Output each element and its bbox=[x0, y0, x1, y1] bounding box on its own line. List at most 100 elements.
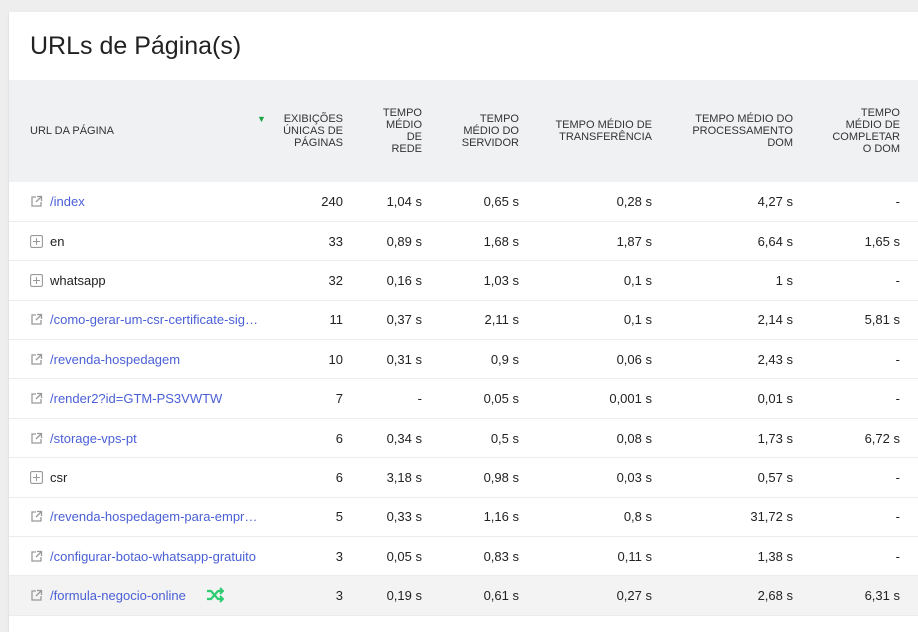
column-header-6[interactable]: TEMPO MÉDIO DO PROCESSAMENTO DOM bbox=[652, 80, 793, 182]
row-spacer bbox=[900, 300, 918, 339]
server-cell: 0,9 s bbox=[490, 351, 519, 367]
table-row[interactable]: /revenda-hospedagem-para-empr… 5 0,33 s 1,1… bbox=[9, 497, 918, 537]
dom_proc-cell: 1,38 s bbox=[757, 548, 793, 564]
column-header-2[interactable]: ▼ EXIBIÇÕES ÚNICAS DE PÁGINAS bbox=[257, 80, 343, 182]
shuffle-icon[interactable] bbox=[206, 587, 225, 606]
net-cell: 0,37 s bbox=[386, 312, 422, 328]
transfer-cell: 1,87 s bbox=[616, 233, 652, 249]
column-header-7[interactable]: TEMPO MÉDIO DE COMPLETAR O DOM bbox=[793, 80, 900, 182]
transfer-cell: 0,28 s bbox=[616, 193, 652, 209]
external-link-icon[interactable] bbox=[30, 510, 43, 523]
page-url-link[interactable]: /storage-vps-pt bbox=[50, 430, 137, 446]
server-cell: 0,83 s bbox=[483, 548, 519, 564]
views-cell: 7 bbox=[335, 391, 343, 407]
folder-label[interactable]: whatsapp bbox=[50, 272, 106, 288]
expand-plus-icon[interactable] bbox=[30, 470, 43, 484]
server-cell: 2,11 s bbox=[484, 312, 519, 328]
table-row[interactable]: /revenda-hospedagem 10 0,31 s 0,9 s 0,06 s 2,… bbox=[9, 340, 918, 379]
url-cell: /render2?id=GTM-PS3VWTW bbox=[9, 379, 269, 418]
views-cell: 3 bbox=[335, 548, 343, 564]
folder-label[interactable]: csr bbox=[50, 469, 68, 485]
external-link-icon[interactable] bbox=[30, 550, 43, 563]
expand-plus-icon[interactable] bbox=[30, 234, 43, 248]
column-label: TEMPO MÉDIO DE COMPLETAR O DOM bbox=[832, 107, 900, 155]
net-cell: 0,31 s bbox=[386, 351, 422, 367]
page-url-link[interactable]: /como-gerar-um-csr-certificate-sig… bbox=[50, 312, 259, 328]
dom_proc-cell: 0,01 s bbox=[757, 391, 793, 407]
column-label: TEMPO MÉDIO DE TRANSFERÊNCIA bbox=[555, 119, 652, 143]
url-cell: whatsapp bbox=[9, 261, 269, 300]
transfer-cell: 0,27 s bbox=[616, 588, 652, 604]
table-row[interactable]: /index 240 1,04 s 0,65 s 0,28 s 4,27 s - bbox=[9, 182, 918, 222]
report-table: URL DA PÁGINA ▼ EXIBIÇÕES ÚNICAS DE PÁGINA… bbox=[9, 80, 918, 616]
table-row[interactable]: /configurar-botao-whatsapp-gratuito 3 0,05… bbox=[9, 537, 918, 576]
views-cell: 3 bbox=[335, 588, 343, 604]
dom_complete-cell: 1,65 s bbox=[864, 233, 900, 249]
column-label: URL DA PÁGINA bbox=[30, 125, 114, 137]
page-title: URLs de Página(s) bbox=[30, 32, 242, 60]
column-header-1[interactable]: URL DA PÁGINA bbox=[9, 80, 269, 182]
dom_complete-cell: - bbox=[895, 193, 900, 209]
table-row[interactable]: csr 6 3,18 s 0,98 s 0,03 s 0,57 s - bbox=[9, 458, 918, 498]
row-spacer bbox=[900, 340, 918, 379]
url-cell: /index bbox=[9, 182, 269, 221]
dom_complete-cell: - bbox=[895, 351, 900, 367]
net-cell: 3,18 s bbox=[386, 469, 422, 485]
transfer-cell: 0,08 s bbox=[616, 430, 652, 446]
views-cell: 6 bbox=[335, 430, 343, 446]
table-row[interactable]: en 33 0,89 s 1,68 s 1,87 s 6,64 s 1,65 s bbox=[9, 221, 918, 261]
table-row[interactable]: /storage-vps-pt 6 0,34 s 0,5 s 0,08 s 1,73 s 6… bbox=[9, 418, 918, 458]
table-row[interactable]: /como-gerar-um-csr-certificate-sig… 11 0,3… bbox=[9, 300, 918, 340]
views-cell: 32 bbox=[328, 272, 343, 288]
page-url-link[interactable]: /configurar-botao-whatsapp-gratuito bbox=[50, 548, 256, 564]
row-spacer bbox=[900, 261, 918, 300]
transfer-cell: 0,06 s bbox=[616, 351, 652, 367]
server-cell: 1,03 s bbox=[483, 272, 519, 288]
page-url-link[interactable]: /index bbox=[50, 193, 85, 209]
dom_complete-cell: 6,72 s bbox=[864, 430, 900, 446]
dom_complete-cell: - bbox=[895, 469, 900, 485]
external-link-icon[interactable] bbox=[30, 353, 43, 366]
url-cell: /configurar-botao-whatsapp-gratuito bbox=[9, 537, 269, 576]
external-link-icon[interactable] bbox=[30, 589, 43, 602]
expand-plus-icon[interactable] bbox=[30, 274, 43, 287]
row-spacer bbox=[900, 458, 918, 497]
dom_proc-cell: 2,43 s bbox=[757, 351, 793, 367]
dom_proc-cell: 1,73 s bbox=[757, 430, 793, 446]
external-link-icon[interactable] bbox=[30, 195, 43, 208]
page-url-link[interactable]: /revenda-hospedagem-para-empr… bbox=[50, 509, 258, 525]
server-cell: 0,5 s bbox=[490, 430, 519, 446]
transfer-cell: 0,1 s bbox=[623, 272, 652, 288]
sort-desc-icon: ▼ bbox=[257, 114, 266, 124]
column-header-4[interactable]: TEMPO MÉDIO DO SERVIDOR bbox=[422, 80, 519, 182]
views-cell: 5 bbox=[335, 509, 343, 525]
net-cell: 0,16 s bbox=[386, 272, 422, 288]
page-url-link[interactable]: /render2?id=GTM-PS3VWTW bbox=[50, 391, 223, 407]
folder-label[interactable]: en bbox=[50, 233, 65, 249]
column-label: EXIBIÇÕES ÚNICAS DE PÁGINAS bbox=[283, 113, 343, 149]
column-label: TEMPO MÉDIO DE REDE bbox=[382, 107, 422, 155]
net-cell: 0,33 s bbox=[386, 509, 422, 525]
table-row[interactable]: whatsapp 32 0,16 s 1,03 s 0,1 s 1 s - bbox=[9, 261, 918, 301]
transfer-cell: 0,001 s bbox=[609, 391, 652, 407]
dom_complete-cell: - bbox=[895, 548, 900, 564]
url-cell: /formula-negocio-online bbox=[9, 576, 269, 615]
server-cell: 0,65 s bbox=[483, 193, 519, 209]
row-spacer bbox=[900, 576, 918, 615]
table-row[interactable]: /formula-negocio-online 3 0,19 s 0,61 s 0,27… bbox=[9, 575, 918, 616]
column-header-3[interactable]: TEMPO MÉDIO DE REDE bbox=[343, 80, 422, 182]
row-spacer bbox=[900, 537, 918, 576]
external-link-icon[interactable] bbox=[30, 432, 43, 445]
views-cell: 240 bbox=[321, 193, 343, 209]
net-cell: 1,04 s bbox=[386, 193, 422, 209]
row-spacer bbox=[900, 497, 918, 536]
table-row[interactable]: /render2?id=GTM-PS3VWTW 7 - 0,05 s 0,001 s 0,… bbox=[9, 379, 918, 419]
external-link-icon[interactable] bbox=[30, 313, 43, 326]
url-cell: en bbox=[9, 221, 269, 260]
net-cell: 0,89 s bbox=[386, 233, 422, 249]
page-url-link[interactable]: /revenda-hospedagem bbox=[50, 351, 181, 367]
views-cell: 33 bbox=[328, 233, 343, 249]
page-url-link[interactable]: /formula-negocio-online bbox=[50, 588, 186, 604]
external-link-icon[interactable] bbox=[30, 392, 43, 405]
column-header-5[interactable]: TEMPO MÉDIO DE TRANSFERÊNCIA bbox=[519, 80, 652, 182]
